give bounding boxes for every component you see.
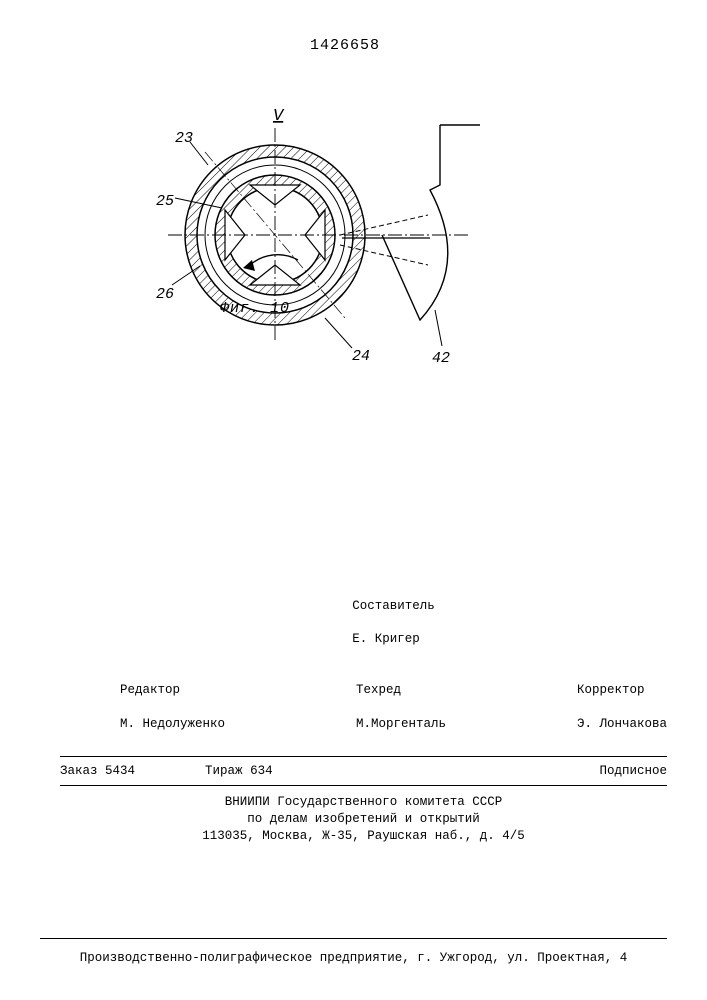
editor-name: М. Недолуженко xyxy=(120,717,225,731)
corrector-label: Корректор xyxy=(577,683,645,697)
corrector-name: Э. Лончакова xyxy=(577,717,667,731)
order-label: Заказ xyxy=(60,764,98,778)
spacer xyxy=(60,581,68,665)
tirazh-number: 634 xyxy=(250,764,273,778)
compiler-label: Составитель xyxy=(352,599,435,613)
imprint-block: Составитель Е. Кригер Редактор М. Недолу… xyxy=(60,581,667,845)
subscription-label: Подписное xyxy=(599,763,667,780)
document-number: 1426658 xyxy=(310,37,380,54)
institute-line2: по делам изобретений и открытий xyxy=(60,811,667,828)
figure-caption: Фиг. 10 xyxy=(220,300,290,317)
compiler-name: Е. Кригер xyxy=(352,632,420,646)
printer-info: Производственно-полиграфическое предприя… xyxy=(0,951,707,965)
figure-10: V xyxy=(130,90,510,390)
tirazh-label: Тираж xyxy=(205,764,243,778)
callout-25: 25 xyxy=(156,193,174,210)
mechanical-diagram-svg: V xyxy=(130,90,510,390)
callout-26: 26 xyxy=(156,286,174,303)
order-number: 5434 xyxy=(105,764,135,778)
callout-23: 23 xyxy=(175,130,193,147)
editor-label: Редактор xyxy=(120,683,180,697)
techred-name: М.Моргенталь xyxy=(356,717,446,731)
institute-line1: ВНИИПИ Государственного комитета СССР xyxy=(60,794,667,811)
divider xyxy=(60,785,667,786)
callout-24: 24 xyxy=(352,348,370,365)
divider xyxy=(60,756,667,757)
techred-label: Техред xyxy=(356,683,401,697)
callout-42: 42 xyxy=(432,350,450,367)
footer-block: Производственно-полиграфическое предприя… xyxy=(0,938,707,965)
divider xyxy=(40,938,667,939)
institute-line3: 113035, Москва, Ж-35, Раушская наб., д. … xyxy=(60,828,667,845)
patent-page: 1426658 V xyxy=(0,0,707,1000)
spacer xyxy=(659,581,667,665)
